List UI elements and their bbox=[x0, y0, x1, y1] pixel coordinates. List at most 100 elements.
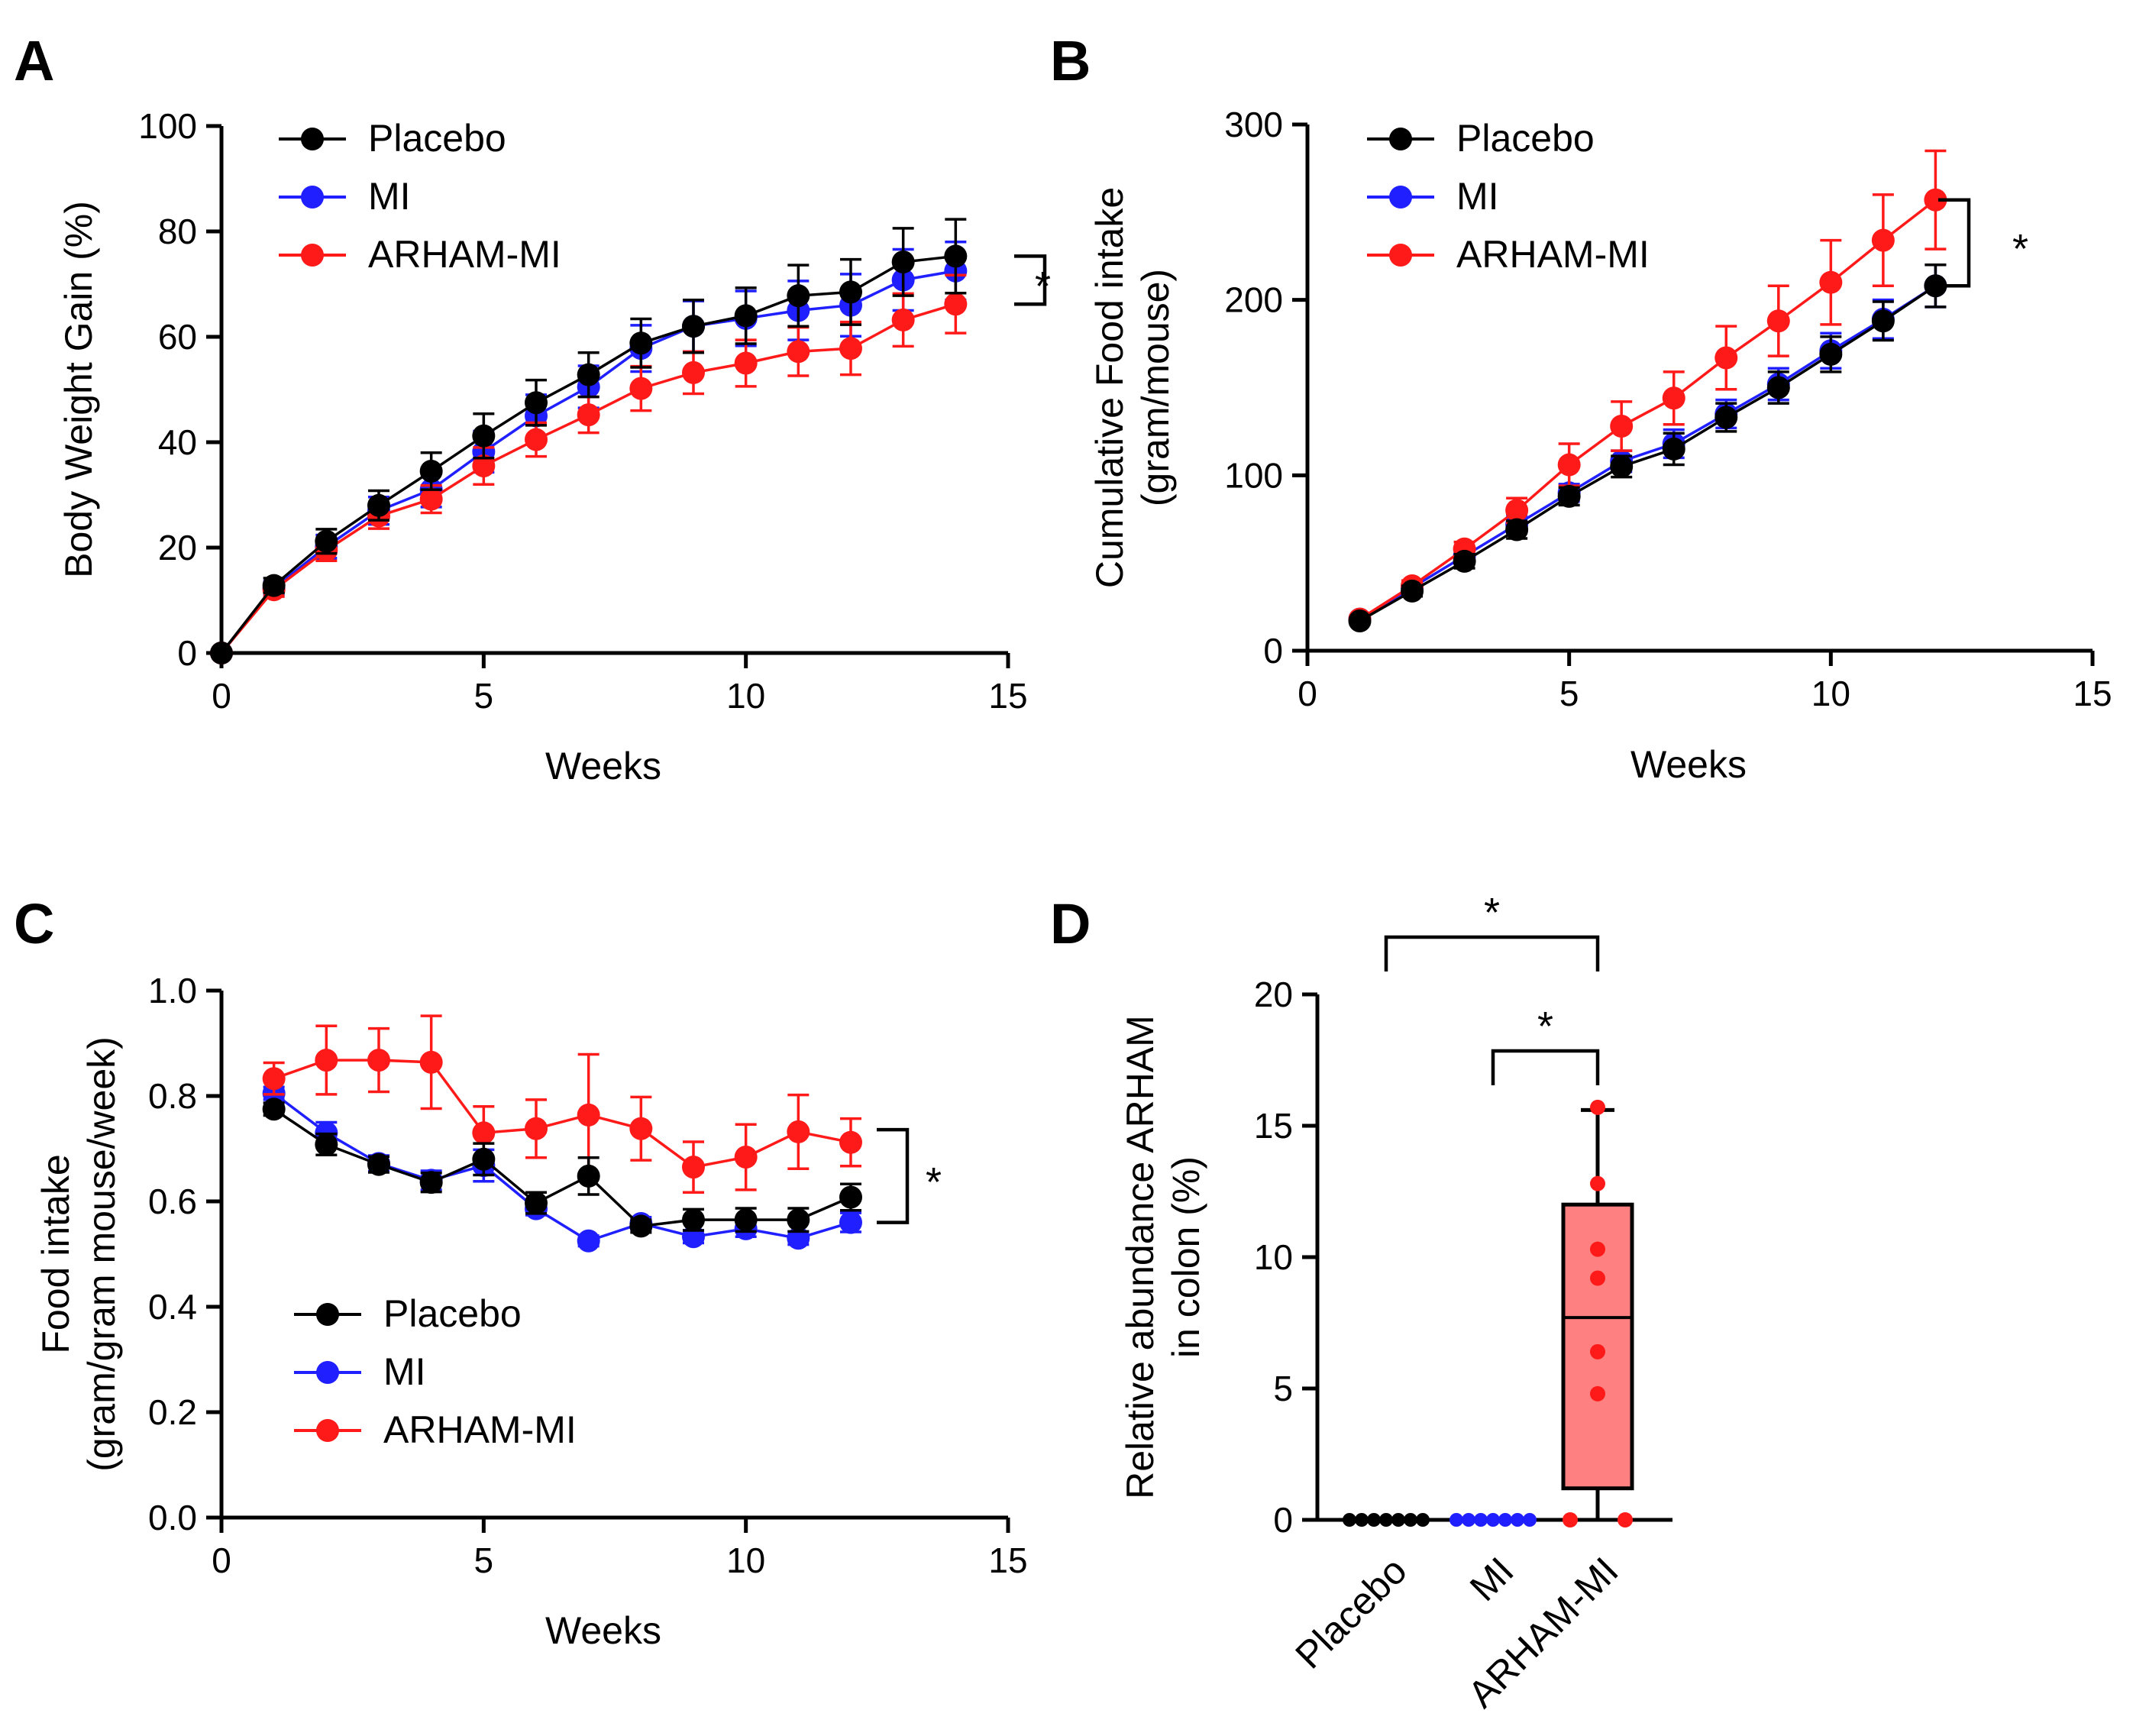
p1-legend-marker bbox=[1389, 128, 1412, 150]
p3-data-point-mi bbox=[1486, 1513, 1500, 1527]
p2-data-point-placebo bbox=[525, 1191, 548, 1215]
p0-data-point-arham-mi bbox=[839, 337, 862, 360]
p3-data-point-placebo bbox=[1379, 1513, 1393, 1527]
p1-data-point-arham-mi bbox=[1924, 188, 1947, 212]
p1-data-point-placebo bbox=[1714, 406, 1738, 429]
p2-legend-label: ARHAM-MI bbox=[383, 1408, 577, 1451]
p0-data-point-placebo bbox=[367, 493, 390, 517]
p1-significance-bracket bbox=[1938, 198, 1971, 288]
p0-data-point-arham-mi bbox=[472, 454, 496, 478]
p0-data-point-placebo bbox=[839, 280, 862, 304]
p2-y-axis-title-line: (gram/gram mouse/week) bbox=[80, 1036, 123, 1472]
p3-y-tick-label: 20 bbox=[1254, 975, 1293, 1014]
p3-data-point-placebo bbox=[1343, 1513, 1356, 1527]
p2-y-tick-label: 0.2 bbox=[148, 1392, 197, 1432]
p0-data-point-placebo bbox=[315, 529, 338, 553]
panel-label-d: D bbox=[1050, 892, 1091, 955]
p0-data-point-placebo bbox=[472, 424, 496, 448]
p1-x-tick-label: 10 bbox=[1811, 674, 1850, 713]
p2-series-line-placebo bbox=[273, 1107, 852, 1228]
p0-y-tick-label: 40 bbox=[158, 422, 197, 462]
p2-legend-label: Placebo bbox=[383, 1292, 522, 1335]
p1-y-axis-title-line: Cumulative Food intake bbox=[1088, 187, 1131, 588]
p0-legend-marker bbox=[301, 244, 324, 267]
p0-data-point-placebo bbox=[787, 284, 810, 308]
p2-data-point-arham-mi bbox=[315, 1049, 338, 1072]
chart-panel-d: 0 5 10 15 20 Relative abundance ARHAM in colon… bbox=[1119, 890, 1672, 1716]
p1-data-point-arham-mi bbox=[1557, 453, 1581, 477]
p2-data-point-arham-mi bbox=[472, 1121, 496, 1145]
p1-data-point-placebo bbox=[1766, 376, 1790, 399]
p2-data-point-placebo bbox=[682, 1208, 705, 1232]
p2-y-tick-label: 0.0 bbox=[148, 1498, 197, 1537]
p3-data-point-arham-mi bbox=[1590, 1343, 1605, 1359]
p2-data-point-arham-mi bbox=[734, 1146, 758, 1169]
p1-data-point-arham-mi bbox=[1610, 415, 1634, 438]
p1-significance-star: * bbox=[2012, 226, 2028, 272]
p3-y-tick-label: 10 bbox=[1254, 1237, 1293, 1277]
p0-y-tick-label: 100 bbox=[138, 106, 197, 146]
p2-data-point-arham-mi bbox=[262, 1067, 286, 1091]
p3-data-point-mi bbox=[1511, 1513, 1524, 1527]
p0-legend-label: ARHAM-MI bbox=[368, 233, 561, 276]
p3-comparison-star: * bbox=[1537, 1004, 1553, 1049]
p3-data-point-arham-mi bbox=[1590, 1270, 1605, 1286]
p2-data-point-arham-mi bbox=[419, 1050, 443, 1074]
p1-y-tick-label: 0 bbox=[1263, 631, 1283, 671]
p3-data-point-arham-mi bbox=[1590, 1175, 1605, 1191]
p2-data-point-placebo bbox=[472, 1147, 496, 1171]
p0-x-tick-label: 0 bbox=[212, 676, 231, 716]
p1-data-point-arham-mi bbox=[1819, 270, 1843, 294]
p3-category-label: MI bbox=[1462, 1549, 1522, 1609]
p2-x-tick-label: 10 bbox=[726, 1540, 765, 1580]
chart-panel-b: 0 100 200 300 0 5 10 15 Weeks Cumulative Food int… bbox=[1088, 105, 2112, 786]
p2-y-tick-label: 0.8 bbox=[148, 1076, 197, 1116]
p2-data-point-placebo bbox=[629, 1214, 653, 1238]
p0-y-tick-label: 0 bbox=[177, 633, 197, 673]
p0-data-point-placebo bbox=[210, 642, 233, 664]
p3-y-tick-label: 0 bbox=[1273, 1500, 1293, 1540]
p2-series-line-arham-mi bbox=[273, 1059, 852, 1169]
p2-data-point-mi bbox=[577, 1229, 600, 1253]
p3-data-point-placebo bbox=[1367, 1513, 1381, 1527]
p3-data-point-placebo bbox=[1355, 1513, 1369, 1527]
p1-data-point-placebo bbox=[1819, 342, 1843, 366]
p3-y-axis-title-line: in colon (%) bbox=[1165, 1156, 1207, 1358]
p0-y-tick-label: 20 bbox=[158, 528, 197, 567]
p1-data-point-arham-mi bbox=[1714, 346, 1738, 370]
p0-significance-star: * bbox=[1035, 263, 1051, 309]
p3-category-label: Placebo bbox=[1287, 1549, 1414, 1676]
p1-data-point-placebo bbox=[1348, 609, 1372, 632]
p0-data-point-placebo bbox=[944, 244, 968, 268]
p0-legend-marker bbox=[301, 186, 324, 209]
p0-data-point-arham-mi bbox=[787, 340, 810, 364]
p0-significance-bracket bbox=[1014, 254, 1047, 306]
p1-data-point-arham-mi bbox=[1766, 309, 1790, 333]
p0-data-point-placebo bbox=[262, 574, 286, 597]
p3-data-point-placebo bbox=[1404, 1513, 1417, 1527]
p2-y-tick-label: 0.6 bbox=[148, 1182, 197, 1221]
p2-data-point-placebo bbox=[577, 1164, 600, 1188]
p3-comparison-bracket bbox=[1491, 1049, 1600, 1085]
p2-data-point-placebo bbox=[787, 1208, 810, 1232]
p2-data-point-arham-mi bbox=[367, 1049, 390, 1072]
p2-y-axis-title-line: Food intake bbox=[34, 1154, 77, 1353]
p2-y-tick-label: 1.0 bbox=[148, 971, 197, 1010]
p3-data-point-placebo bbox=[1416, 1513, 1430, 1527]
p2-data-point-arham-mi bbox=[787, 1120, 810, 1143]
p3-data-point-mi bbox=[1523, 1513, 1537, 1527]
p1-data-point-placebo bbox=[1401, 579, 1424, 603]
p2-data-point-arham-mi bbox=[577, 1103, 600, 1127]
p3-data-point-mi bbox=[1474, 1513, 1488, 1527]
p1-x-axis-title: Weeks bbox=[1630, 743, 1747, 786]
p3-data-point-arham-mi bbox=[1590, 1099, 1605, 1115]
p3-comparison-bracket bbox=[1384, 935, 1600, 971]
p2-data-point-placebo bbox=[315, 1133, 338, 1156]
p3-y-tick-label: 15 bbox=[1254, 1106, 1293, 1146]
p1-y-tick-label: 100 bbox=[1224, 455, 1283, 495]
panel-label-b: B bbox=[1050, 29, 1091, 92]
chart-panel-a: 0 20 40 60 80 100 0 5 10 15 Weeks Body Weight Gain … bbox=[57, 106, 1051, 787]
p0-data-point-placebo bbox=[629, 331, 653, 355]
p0-data-point-arham-mi bbox=[525, 428, 548, 451]
p0-x-tick-label: 5 bbox=[474, 676, 494, 716]
